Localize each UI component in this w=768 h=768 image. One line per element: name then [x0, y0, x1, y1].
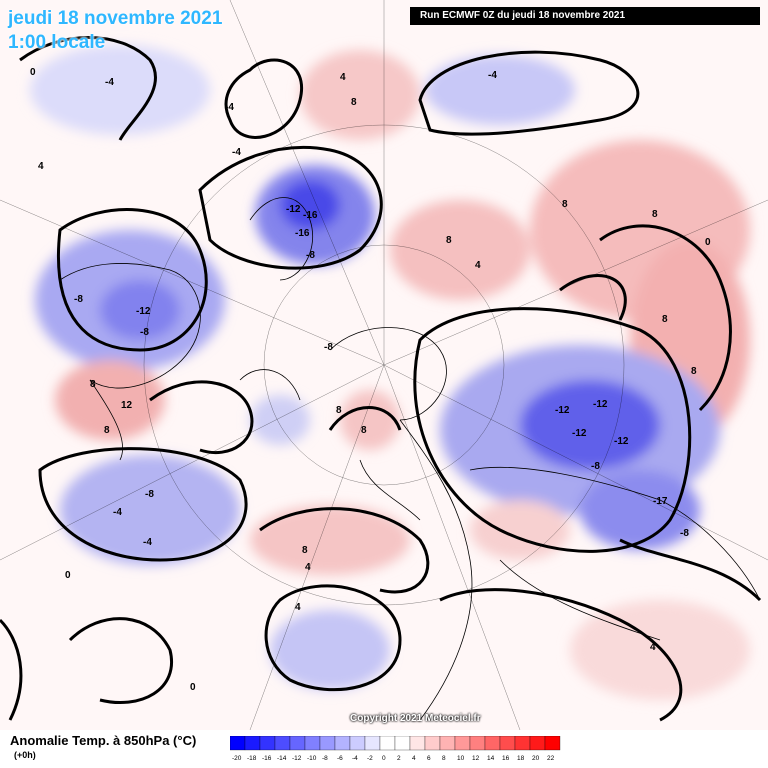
- legend-tick-label: 6: [427, 755, 431, 762]
- legend-swatch: [259, 736, 276, 751]
- map-label: 8: [662, 314, 668, 325]
- legend-tick-label: -16: [262, 755, 272, 762]
- legend-tick-label: -20: [232, 755, 242, 762]
- legend-swatch: [409, 736, 426, 751]
- legend-tick-label: -4: [352, 755, 358, 762]
- map-label: -4: [105, 77, 114, 88]
- map-label: -4: [143, 537, 152, 548]
- map-label: 8: [351, 97, 357, 108]
- legend-swatch: [424, 736, 441, 751]
- map-label: 8: [90, 379, 96, 390]
- map-label: 4: [475, 260, 481, 271]
- legend-swatch: [230, 736, 246, 751]
- map-label: 0: [30, 67, 36, 78]
- map-label: -8: [680, 528, 689, 539]
- variable-label: Anomalie Temp. à 850hPa (°C): [10, 733, 197, 748]
- map-label: 4: [340, 72, 346, 83]
- legend-swatch: [244, 736, 261, 751]
- map-label: 8: [691, 366, 697, 377]
- legend-tick-label: -12: [292, 755, 302, 762]
- map-label: 4: [295, 602, 301, 613]
- legend-swatch: [499, 736, 516, 751]
- legend-tick-label: -18: [247, 755, 257, 762]
- legend-tick-label: -10: [307, 755, 317, 762]
- map-label: -17: [653, 496, 668, 507]
- map-label: -8: [591, 461, 600, 472]
- legend-tick-label: 22: [547, 755, 555, 762]
- map-label: -12: [614, 436, 629, 447]
- map-label: 4: [38, 161, 44, 172]
- map-label: -12: [572, 428, 587, 439]
- legend-tick-label: -14: [277, 755, 287, 762]
- map-label: -8: [140, 327, 149, 338]
- map-label: -4: [113, 507, 122, 518]
- legend-swatch: [394, 736, 411, 751]
- map-label: 8: [361, 425, 367, 436]
- model-run-banner: Run ECMWF 0Z du jeudi 18 novembre 2021: [410, 7, 760, 25]
- map-label: -8: [306, 250, 315, 261]
- legend-swatch: [484, 736, 501, 751]
- legend-swatch: [454, 736, 471, 751]
- temperature-anomaly-map: -4 -4 -4 -4 -12 -16 -16 -8 -12 -8 -8 -12…: [0, 0, 768, 730]
- legend-swatch: [379, 736, 396, 751]
- map-label: -16: [295, 228, 310, 239]
- forecast-date-title: jeudi 18 novembre 2021: [8, 8, 223, 29]
- color-scale-legend: -20 -18 -16 -14 -12 -10 -8 -6 -4 -2 0 2 4 6 8 10 12 14 16 1…: [230, 736, 561, 762]
- legend-tick-label: -2: [367, 755, 373, 762]
- legend-tick-label: 20: [532, 755, 540, 762]
- legend-swatch: [469, 736, 486, 751]
- legend-swatch: [529, 736, 546, 751]
- map-label: 4: [305, 562, 311, 573]
- map-label: 8: [652, 209, 658, 220]
- map-label: -4: [488, 70, 497, 81]
- legend-tick-label: -8: [322, 755, 328, 762]
- map-label: -16: [303, 210, 318, 221]
- legend-swatch: [304, 736, 321, 751]
- legend-tick-label: 16: [502, 755, 510, 762]
- legend-swatch: [274, 736, 291, 751]
- map-label: 8: [336, 405, 342, 416]
- legend-tick-label: 14: [487, 755, 495, 762]
- legend-swatch: [364, 736, 381, 751]
- legend-swatch: [349, 736, 366, 751]
- legend-tick-label: -6: [337, 755, 343, 762]
- legend-swatch: [319, 736, 336, 751]
- legend-tick-label: 10: [457, 755, 465, 762]
- legend-swatch: [334, 736, 351, 751]
- forecast-step-label: (+0h): [14, 750, 36, 760]
- map-label: -8: [145, 489, 154, 500]
- map-label: 8: [104, 425, 110, 436]
- legend-tick-label: 2: [397, 755, 401, 762]
- legend-swatch: [439, 736, 456, 751]
- map-label: -12: [286, 204, 301, 215]
- map-label: 8: [562, 199, 568, 210]
- legend-swatch: [289, 736, 306, 751]
- legend-swatch: [514, 736, 531, 751]
- map-label: 8: [302, 545, 308, 556]
- legend-tick-label: 18: [517, 755, 525, 762]
- legend-tick-label: 4: [412, 755, 416, 762]
- map-label: -12: [136, 306, 151, 317]
- map-label: 12: [121, 400, 133, 411]
- map-label: 4: [650, 642, 656, 653]
- map-label: -8: [74, 294, 83, 305]
- legend-swatch: [544, 736, 561, 751]
- map-label: -8: [324, 342, 333, 353]
- map-label: -12: [555, 405, 570, 416]
- legend-tick-label: 0: [382, 755, 386, 762]
- map-label: 8: [446, 235, 452, 246]
- map-label: 0: [190, 682, 196, 693]
- legend-tick-label: 12: [472, 755, 480, 762]
- legend-tick-label: 8: [442, 755, 446, 762]
- copyright-notice: Copyright 2021 Meteociel.fr: [350, 713, 481, 724]
- map-label: 0: [65, 570, 71, 581]
- map-label: -4: [225, 102, 234, 113]
- map-label: -12: [593, 399, 608, 410]
- map-label: -4: [232, 147, 241, 158]
- forecast-local-time: 1:00 locale: [8, 32, 106, 53]
- map-label: 0: [705, 237, 711, 248]
